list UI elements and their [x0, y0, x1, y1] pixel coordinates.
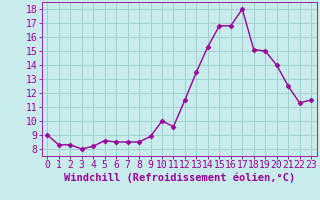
X-axis label: Windchill (Refroidissement éolien,°C): Windchill (Refroidissement éolien,°C) [64, 173, 295, 183]
